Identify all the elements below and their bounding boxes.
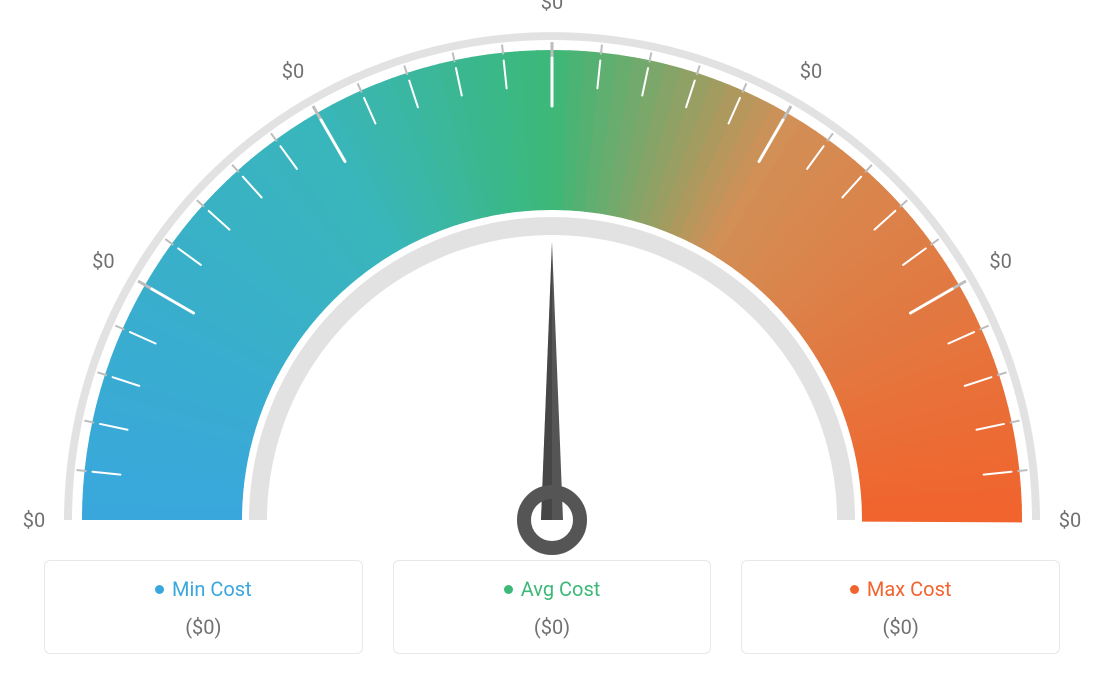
gauge-chart: $0 $0 $0 $0 $0 $0 $0 (0, 0, 1104, 560)
legend-card-min: Min Cost ($0) (44, 560, 363, 654)
scale-label: $0 (92, 249, 114, 273)
legend-dot-max (850, 585, 859, 594)
legend-row: Min Cost ($0) Avg Cost ($0) Max Cost ($0… (0, 560, 1104, 654)
scale-label: $0 (989, 249, 1011, 273)
legend-title-max: Max Cost (850, 577, 952, 601)
legend-label-max: Max Cost (867, 577, 952, 601)
legend-label-min: Min Cost (172, 577, 252, 601)
scale-label: $0 (1059, 508, 1081, 532)
gauge-svg (0, 0, 1104, 560)
legend-value-max: ($0) (754, 615, 1047, 639)
legend-value-avg: ($0) (406, 615, 699, 639)
legend-card-max: Max Cost ($0) (741, 560, 1060, 654)
legend-value-min: ($0) (57, 615, 350, 639)
legend-card-avg: Avg Cost ($0) (393, 560, 712, 654)
legend-title-min: Min Cost (155, 577, 252, 601)
legend-label-avg: Avg Cost (521, 577, 601, 601)
legend-dot-min (155, 585, 164, 594)
legend-title-avg: Avg Cost (504, 577, 601, 601)
legend-dot-avg (504, 585, 513, 594)
scale-label: $0 (282, 59, 304, 83)
scale-label: $0 (23, 508, 45, 532)
scale-label: $0 (541, 0, 563, 14)
scale-label: $0 (800, 59, 822, 83)
